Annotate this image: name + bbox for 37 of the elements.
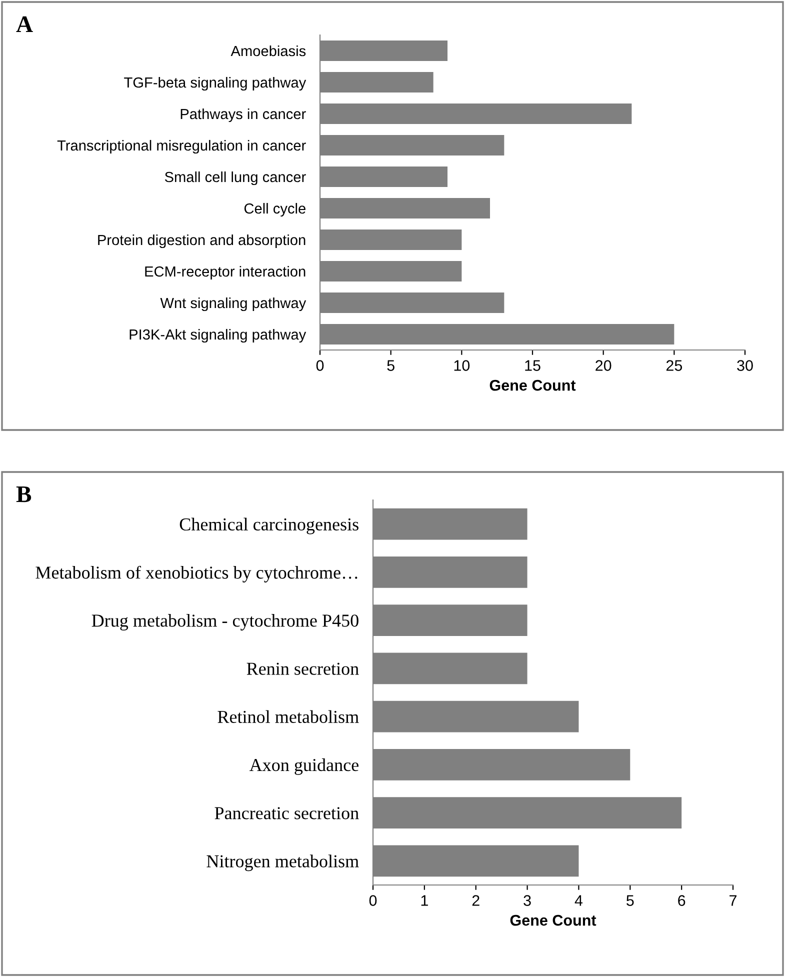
- x-tick-label: 0: [369, 895, 377, 906]
- x-tick-label: 4: [574, 895, 583, 906]
- y-tick-label: Transcriptional misregulation in cancer: [57, 140, 306, 154]
- x-tick-label: 10: [454, 360, 470, 371]
- x-tick-label: 6: [678, 895, 686, 906]
- y-tick-label: Chemical carcinogenesis: [180, 518, 358, 534]
- x-tick-label: 30: [737, 360, 753, 371]
- y-tick-label: Protein digestion and absorption: [98, 234, 306, 248]
- x-tick-label: 7: [730, 895, 736, 906]
- x-tick-label: 15: [525, 360, 540, 371]
- y-tick-label: Axon guidance: [249, 758, 358, 775]
- y-tick-label: TGF-beta signaling pathway: [124, 76, 306, 91]
- y-tick-label: Small cell lung cancer: [164, 171, 306, 186]
- y-tick-label: Renin secretion: [246, 662, 359, 675]
- y-tick-label: Metabolism of xenobiotics by cytochrome…: [36, 566, 358, 582]
- y-tick-label: Drug metabolism - cytochrome P450: [92, 614, 358, 630]
- x-tick-label: 5: [387, 360, 394, 371]
- x-tick-label: 0: [316, 360, 324, 371]
- x-axis-title: Gene Count: [510, 914, 596, 926]
- y-tick-label: Pathways in cancer: [180, 108, 306, 122]
- y-tick-label: Wnt signaling pathway: [160, 297, 306, 312]
- y-tick-label: Amoebiasis: [230, 45, 306, 56]
- x-tick-label: 5: [626, 895, 634, 906]
- y-tick-label: Cell cycle: [244, 202, 306, 217]
- x-tick-label: 20: [596, 360, 612, 371]
- text: A: [16, 16, 33, 32]
- x-tick-label: 25: [666, 360, 682, 371]
- y-tick-label: Nitrogen metabolism: [206, 854, 359, 872]
- x-tick-label: 2: [472, 895, 480, 906]
- y-tick-label: ECM-receptor interaction: [145, 266, 306, 280]
- text: B: [16, 486, 32, 502]
- y-tick-label: Retinol metabolism: [218, 710, 359, 724]
- x-tick-label: 1: [421, 895, 428, 906]
- y-tick-label: Pancreatic secretion: [214, 807, 359, 820]
- y-tick-label: PI3K-Akt signaling pathway: [130, 328, 306, 343]
- x-tick-label: 3: [524, 895, 531, 906]
- x-axis-title: Gene Count: [490, 380, 576, 391]
